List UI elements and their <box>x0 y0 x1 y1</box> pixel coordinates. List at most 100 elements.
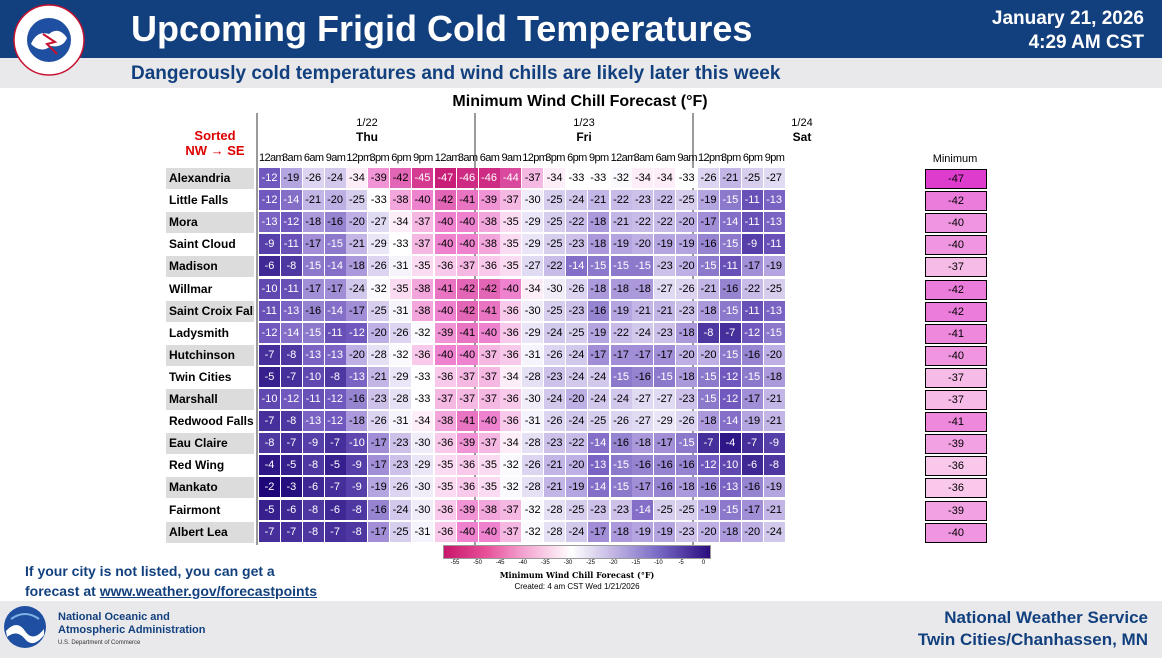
wind-chill-cell: -27 <box>654 278 676 299</box>
wind-chill-cell: -33 <box>390 234 412 255</box>
wind-chill-cell: -17 <box>698 212 719 233</box>
wind-chill-cell: -37 <box>478 433 500 454</box>
hour-label: 9am <box>677 152 697 164</box>
wind-chill-cell: -11 <box>302 389 324 409</box>
minimum-header: Minimum <box>932 153 978 165</box>
sort-note: Sorted NW → SE <box>170 128 260 158</box>
wind-chill-cell: -25 <box>741 168 763 188</box>
wind-chill-cell: -21 <box>698 278 719 299</box>
wind-chill-cell: -27 <box>368 212 390 233</box>
wind-chill-cell: -47 <box>434 168 456 188</box>
wind-chill-cell: -6 <box>324 499 346 520</box>
noaa-name-line2: Atmospheric Administration <box>58 624 206 636</box>
wind-chill-cell: -14 <box>324 256 346 277</box>
wind-chill-cell: -34 <box>522 278 544 299</box>
hour-label: 3pm <box>721 152 741 164</box>
city-name: Red Wing <box>166 455 254 477</box>
wind-chill-cell: -24 <box>324 168 346 188</box>
wind-chill-cell: -15 <box>763 322 785 343</box>
wind-chill-cell: -18 <box>698 300 719 321</box>
wind-chill-cell: -25 <box>565 322 587 343</box>
wind-chill-cell: -23 <box>676 521 698 542</box>
wind-chill-cell: -13 <box>324 344 346 365</box>
city-name: Mora <box>166 212 254 234</box>
wind-chill-cell: -35 <box>434 455 456 476</box>
wind-chill-cell: -32 <box>522 521 544 542</box>
wind-chill-cell: -42 <box>456 278 478 299</box>
wind-chill-cell: -40 <box>411 190 433 211</box>
hour-label: 6am <box>655 152 676 164</box>
wind-chill-cell: -25 <box>544 190 566 211</box>
wind-chill-cell: -13 <box>302 344 324 365</box>
wind-chill-cell: -28 <box>544 499 566 520</box>
wind-chill-cell: -15 <box>719 190 741 211</box>
wind-chill-cell: -36 <box>500 411 522 432</box>
wind-chill-cell: -30 <box>522 389 544 409</box>
wind-chill-cell: -7 <box>324 521 346 542</box>
wind-chill-cell: -38 <box>478 212 500 233</box>
wind-chill-cell: -22 <box>610 190 632 211</box>
wind-chill-cell: -7 <box>719 322 741 343</box>
wind-chill-cell: -40 <box>456 521 478 542</box>
wind-chill-cell: -19 <box>587 322 609 343</box>
wind-chill-cell: -20 <box>698 521 719 542</box>
wind-chill-cell: -20 <box>324 190 346 211</box>
wind-chill-cell: -33 <box>411 389 433 409</box>
wind-chill-cell: -23 <box>565 300 587 321</box>
wind-chill-cell: -26 <box>522 455 544 476</box>
wind-chill-cell: -8 <box>346 499 368 520</box>
wind-chill-cell: -24 <box>565 366 587 387</box>
footer-bar <box>0 601 1162 658</box>
wind-chill-cell: -23 <box>632 190 654 211</box>
wind-chill-cell: -17 <box>654 344 676 365</box>
wind-chill-cell: -21 <box>368 366 390 387</box>
wind-chill-cell: -36 <box>500 322 522 343</box>
wind-chill-cell: -25 <box>565 499 587 520</box>
wind-chill-cell: -20 <box>632 234 654 255</box>
wind-chill-cell: -16 <box>698 477 719 498</box>
wind-chill-cell: -32 <box>411 322 433 343</box>
wind-chill-cell: -22 <box>654 190 676 211</box>
wind-chill-cell: -41 <box>434 278 456 299</box>
wind-chill-cell: -42 <box>390 168 412 188</box>
nws-logo-icon <box>13 4 85 76</box>
wind-chill-cell: -11 <box>741 190 763 211</box>
wind-chill-cell: -17 <box>741 256 763 277</box>
wind-chill-cell: -7 <box>324 477 346 498</box>
wind-chill-cell: -24 <box>390 499 412 520</box>
wind-chill-cell: -30 <box>411 499 433 520</box>
forecast-points-link[interactable]: www.weather.gov/forecastpoints <box>99 583 318 599</box>
wind-chill-cell: -32 <box>500 455 522 476</box>
wind-chill-cell: -15 <box>302 322 324 343</box>
page-subtitle: Dangerously cold temperatures and wind c… <box>131 63 781 84</box>
hour-label: 3am <box>633 152 654 164</box>
wind-chill-cell: -13 <box>587 455 609 476</box>
color-scale-tick: -45 <box>495 560 505 566</box>
hour-label: 9pm <box>413 152 433 164</box>
wind-chill-cell: -38 <box>478 499 500 520</box>
wind-chill-cell: -8 <box>763 455 785 476</box>
created-timestamp: Created: 4 am CST Wed 1/21/2026 <box>514 582 640 591</box>
wind-chill-cell: -19 <box>763 477 785 498</box>
city-name: Redwood Falls <box>166 411 254 433</box>
wind-chill-cell: -20 <box>565 389 587 409</box>
hour-label: 12am <box>610 152 637 164</box>
wind-chill-cell: -40 <box>434 234 456 255</box>
wind-chill-cell: -12 <box>719 389 741 409</box>
hour-label: 9pm <box>764 152 785 164</box>
wind-chill-cell: -37 <box>456 366 478 387</box>
wind-chill-cell: -3 <box>280 477 302 498</box>
wind-chill-cell: -25 <box>368 300 390 321</box>
minimum-cell: -41 <box>925 323 987 344</box>
wind-chill-cell: -15 <box>610 366 632 387</box>
wind-chill-cell: -10 <box>302 366 324 387</box>
wind-chill-cell: -15 <box>719 300 741 321</box>
minimum-cell: -42 <box>925 279 987 300</box>
wind-chill-cell: -11 <box>280 234 302 255</box>
city-note-prefix: forecast at <box>25 583 100 599</box>
wind-chill-cell: -17 <box>302 234 324 255</box>
wind-chill-cell: -37 <box>500 190 522 211</box>
wind-chill-cell: -10 <box>346 433 368 454</box>
hour-label: 6am <box>303 152 324 164</box>
day-header-fri: 1/23 Fri <box>479 116 689 145</box>
